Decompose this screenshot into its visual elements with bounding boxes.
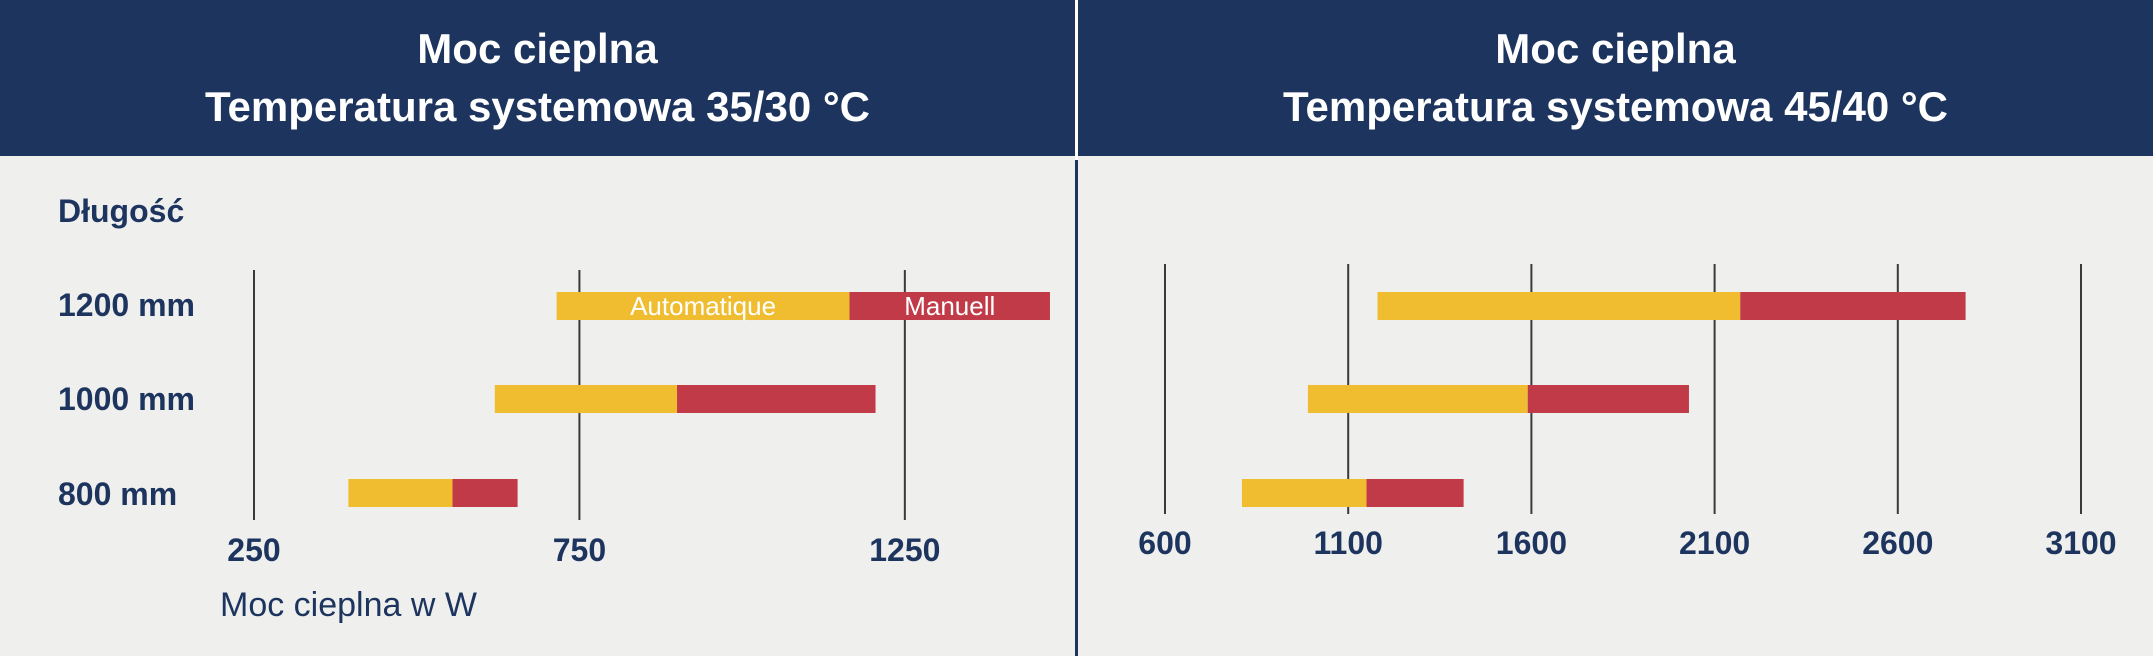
category-label-1200: 1200 mm <box>58 287 195 323</box>
chart-subtitle-left: Temperatura systemowa 35/30 °C <box>205 83 870 130</box>
left-bar-automatique-1 <box>494 385 678 413</box>
chart-title-left: Moc cieplna <box>417 25 658 72</box>
left-bar-automatique-0 <box>556 292 850 320</box>
chart-header-left: Moc cieplna Temperatura systemowa 35/30 … <box>0 0 1075 156</box>
y-axis-title: Długość <box>58 193 184 229</box>
right-x-tick-600: 600 <box>1138 525 1191 561</box>
right-bar-automatique-0 <box>1377 292 1741 320</box>
left-x-tick-1250: 1250 <box>869 532 940 568</box>
plot-left: 250 750 1250 Automatique Manuell <box>227 270 1050 568</box>
left-legend-label-automatique: Automatique <box>630 291 776 321</box>
left-bar-automatique-2 <box>348 479 453 507</box>
left-bar-manuell-0 <box>849 292 1050 320</box>
right-bar-automatique-1 <box>1307 385 1528 413</box>
right-x-tick-1600: 1600 <box>1496 525 1567 561</box>
left-bar-manuell-2 <box>452 479 518 507</box>
right-bar-manuell-1 <box>1527 385 1689 413</box>
right-bar-manuell-2 <box>1366 479 1464 507</box>
right-x-tick-1100: 1100 <box>1313 525 1382 561</box>
left-legend-label-manuell: Manuell <box>904 291 995 321</box>
chart-subtitle-right: Temperatura systemowa 45/40 °C <box>1283 83 1948 130</box>
right-bar-manuell-0 <box>1740 292 1966 320</box>
header-divider <box>1075 0 1078 160</box>
chart-title-right: Moc cieplna <box>1495 25 1736 72</box>
chart-header-right: Moc cieplna Temperatura systemowa 45/40 … <box>1078 0 2153 156</box>
x-axis-title: Moc cieplna w W <box>220 586 477 624</box>
panel-divider <box>1075 160 1078 656</box>
plot-right: 600 1100 1600 2100 2600 3100 <box>1138 264 2117 561</box>
left-x-tick-750: 750 <box>553 532 606 568</box>
category-label-800: 800 mm <box>58 476 177 512</box>
right-x-tick-2100: 2100 <box>1679 525 1750 561</box>
right-x-tick-2600: 2600 <box>1862 525 1933 561</box>
category-label-1000: 1000 mm <box>58 381 195 417</box>
left-x-tick-250: 250 <box>227 532 280 568</box>
left-bar-manuell-1 <box>677 385 876 413</box>
right-x-tick-3100: 3100 <box>2045 525 2116 561</box>
right-bar-automatique-2 <box>1241 479 1367 507</box>
